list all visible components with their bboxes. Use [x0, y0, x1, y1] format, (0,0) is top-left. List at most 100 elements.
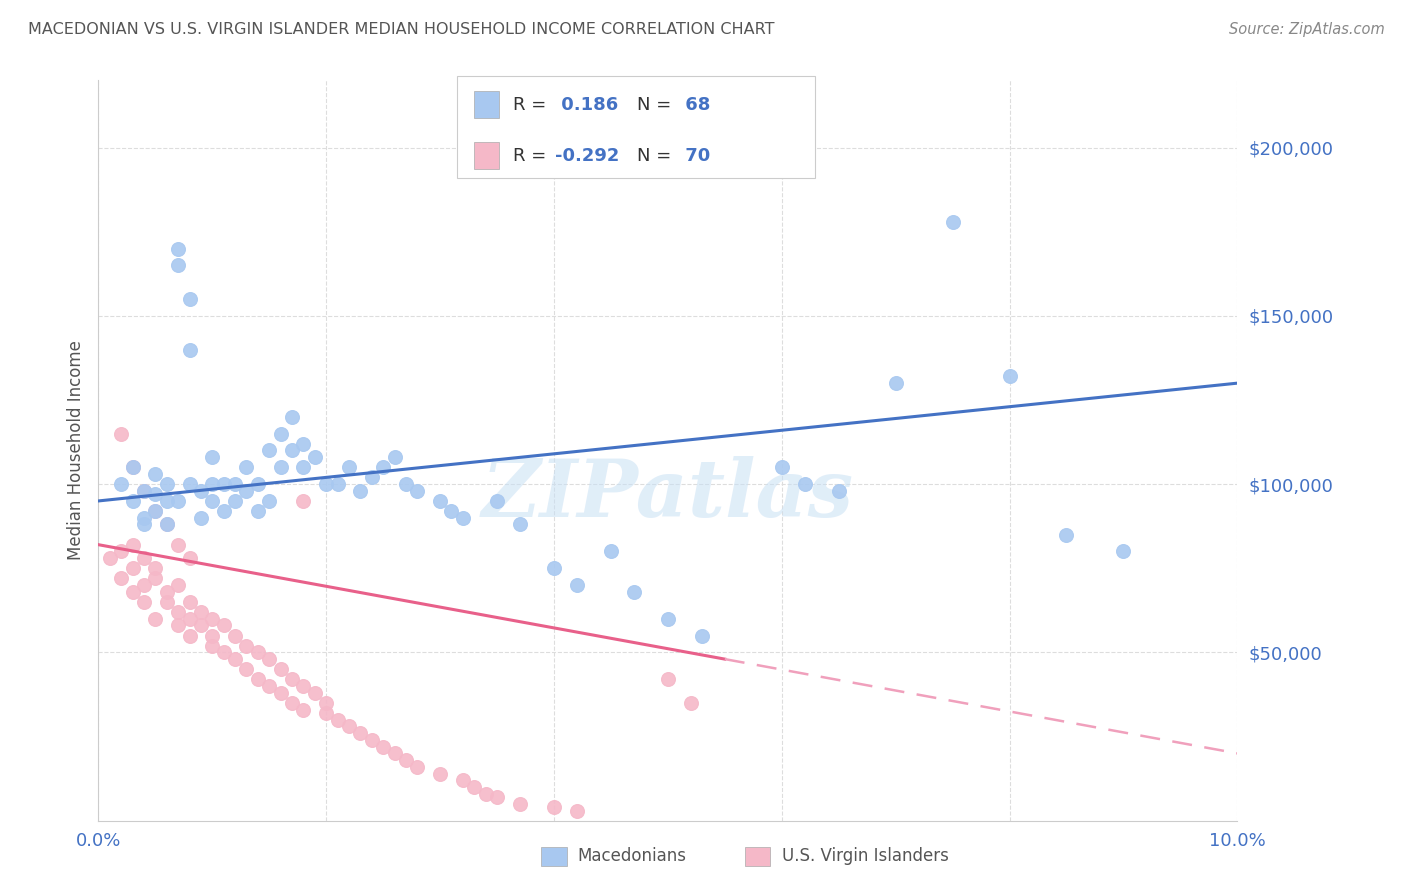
Point: [463, 780, 485, 794]
Point: [281, 443, 304, 458]
Point: [110, 544, 132, 558]
Point: [246, 504, 269, 518]
Point: [690, 628, 713, 642]
Point: [406, 760, 429, 774]
Point: [167, 259, 190, 273]
Point: [246, 645, 269, 659]
Point: [190, 618, 212, 632]
Point: [429, 494, 451, 508]
Point: [793, 477, 815, 491]
Point: [304, 686, 326, 700]
Point: [121, 494, 143, 508]
Point: [167, 494, 190, 508]
Point: [110, 477, 132, 491]
Point: [145, 504, 167, 518]
Point: [121, 538, 143, 552]
Point: [292, 703, 315, 717]
Point: [145, 504, 167, 518]
Point: [565, 804, 588, 818]
Point: [565, 578, 588, 592]
Text: -0.292: -0.292: [555, 147, 620, 165]
Point: [224, 652, 246, 666]
Point: [190, 510, 212, 524]
Point: [132, 595, 155, 609]
Point: [167, 538, 190, 552]
Point: [156, 517, 179, 532]
Point: [121, 460, 143, 475]
Point: [884, 376, 907, 391]
Point: [373, 739, 395, 754]
Point: [156, 584, 179, 599]
Point: [179, 551, 201, 566]
Point: [474, 787, 496, 801]
Point: [156, 494, 179, 508]
Point: [657, 612, 679, 626]
Point: [509, 797, 531, 811]
Point: [942, 214, 965, 228]
Point: [201, 628, 224, 642]
Point: [384, 747, 406, 761]
Point: [304, 450, 326, 465]
Text: Macedonians: Macedonians: [578, 847, 688, 865]
Point: [360, 470, 382, 484]
Point: [145, 561, 167, 575]
Point: [292, 494, 315, 508]
Point: [179, 595, 201, 609]
Text: N =: N =: [637, 95, 671, 113]
Point: [315, 477, 337, 491]
Text: N =: N =: [637, 147, 671, 165]
Point: [270, 426, 292, 441]
Text: 70: 70: [679, 147, 710, 165]
Point: [110, 571, 132, 585]
Point: [543, 800, 565, 814]
Point: [509, 517, 531, 532]
Point: [259, 652, 281, 666]
Point: [145, 467, 167, 481]
Point: [292, 679, 315, 693]
Point: [998, 369, 1021, 384]
Point: [145, 487, 167, 501]
Point: [110, 426, 132, 441]
Point: [179, 477, 201, 491]
Point: [270, 460, 292, 475]
Point: [337, 719, 360, 733]
Text: 68: 68: [679, 95, 710, 113]
Point: [156, 477, 179, 491]
Point: [132, 483, 155, 498]
Text: R =: R =: [513, 95, 547, 113]
Point: [201, 450, 224, 465]
Point: [292, 436, 315, 450]
Point: [121, 561, 143, 575]
Point: [201, 477, 224, 491]
Point: [156, 595, 179, 609]
Point: [326, 713, 349, 727]
Point: [543, 561, 565, 575]
Point: [270, 662, 292, 676]
Point: [132, 551, 155, 566]
Point: [212, 645, 235, 659]
Point: [190, 483, 212, 498]
Point: [246, 673, 269, 687]
Point: [360, 732, 382, 747]
Point: [373, 460, 395, 475]
Point: [132, 578, 155, 592]
Text: 0.186: 0.186: [555, 95, 619, 113]
Point: [201, 494, 224, 508]
Text: Source: ZipAtlas.com: Source: ZipAtlas.com: [1229, 22, 1385, 37]
Point: [259, 443, 281, 458]
Point: [679, 696, 702, 710]
Point: [406, 483, 429, 498]
Point: [337, 460, 360, 475]
Point: [315, 696, 337, 710]
Point: [259, 494, 281, 508]
Point: [1112, 544, 1135, 558]
Point: [486, 790, 509, 805]
Point: [235, 460, 257, 475]
Point: [167, 605, 190, 619]
Point: [121, 584, 143, 599]
Point: [315, 706, 337, 720]
Point: [828, 483, 851, 498]
Point: [167, 618, 190, 632]
Point: [440, 504, 463, 518]
Point: [224, 628, 246, 642]
